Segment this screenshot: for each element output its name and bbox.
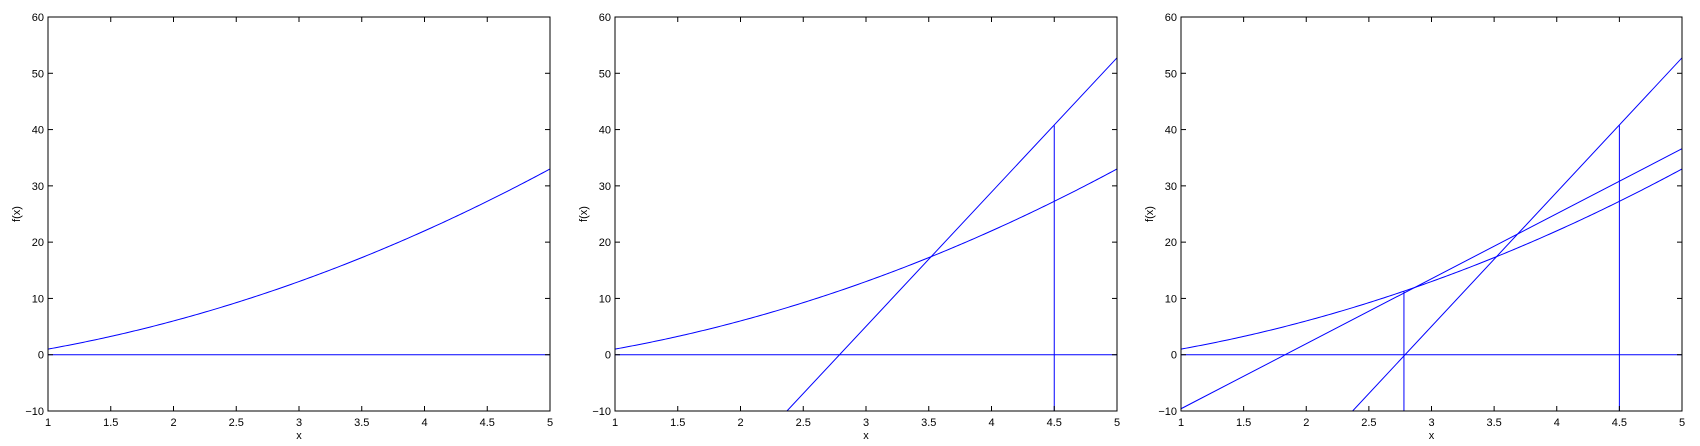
y-tick-label: −10	[1158, 406, 1177, 418]
x-axis-label: x	[296, 430, 302, 442]
x-tick-label: 4.5	[480, 417, 495, 429]
x-tick-label: 1	[45, 417, 51, 429]
axes-frame	[1180, 16, 1683, 412]
x-tick-label: 1.5	[1236, 417, 1251, 429]
axes-frame	[47, 16, 551, 412]
y-tick-label: 10	[599, 293, 611, 305]
series-group	[615, 57, 1117, 411]
x-tick-label: 3.5	[921, 417, 936, 429]
y-tick-label: −10	[592, 406, 611, 418]
y-tick-label: 20	[1165, 237, 1177, 249]
x-tick-label: 4.5	[1047, 417, 1062, 429]
y-tick-label: 30	[599, 181, 611, 193]
y-tick-label: 10	[1165, 293, 1177, 305]
axes-frame	[614, 16, 1118, 412]
plot-panel-1: 1 1.5 2 2.5 3 3.5 4 4.5 5 −10 0 10 20 30 40 50 60 x f(x)	[11, 12, 553, 442]
x-tick-label: 4.5	[1612, 417, 1627, 429]
x-tick-label: 5	[1679, 417, 1685, 429]
y-tick-label: 20	[599, 237, 611, 249]
x-tick-label: 2	[170, 417, 176, 429]
x-tick-label: 1	[612, 417, 618, 429]
tangent-line	[786, 57, 1117, 411]
y-tick-label: 60	[599, 12, 611, 24]
y-tick-label: 10	[32, 293, 44, 305]
y-tick-label: 60	[32, 12, 44, 24]
x-tick-label: 2.5	[1361, 417, 1376, 429]
y-tick-label: 0	[1171, 350, 1177, 362]
x-tick-label: 3	[1428, 417, 1434, 429]
x-tick-label: 5	[547, 417, 553, 429]
function-curve	[1181, 168, 1682, 350]
tangent-line	[1181, 148, 1682, 410]
series-group	[48, 168, 550, 356]
y-axis-label: f(x)	[578, 206, 590, 222]
y-tick-label: 50	[32, 68, 44, 80]
y-axis-label: f(x)	[11, 206, 23, 222]
x-tick-label: 1.5	[670, 417, 685, 429]
x-tick-label: 2	[1303, 417, 1309, 429]
x-tick-label: 2.5	[229, 417, 244, 429]
function-curve	[615, 168, 1117, 350]
x-tick-label: 2.5	[796, 417, 811, 429]
y-tick-label: 0	[605, 350, 611, 362]
function-curve	[48, 168, 550, 350]
series-group	[1181, 57, 1682, 411]
x-tick-label: 4	[1554, 417, 1560, 429]
x-tick-label: 2	[737, 417, 743, 429]
plot-panel-2: 1 1.5 2 2.5 3 3.5 4 4.5 5 −10 0 10 20 30 40 50 60 x f(x)	[578, 12, 1120, 442]
y-tick-label: 60	[1165, 12, 1177, 24]
x-tick-label: 4	[988, 417, 994, 429]
x-tick-label: 3.5	[1486, 417, 1501, 429]
x-tick-label: 3	[863, 417, 869, 429]
x-tick-label: 5	[1114, 417, 1120, 429]
y-tick-label: 50	[1165, 68, 1177, 80]
x-tick-label: 4	[421, 417, 427, 429]
y-tick-label: 30	[1165, 181, 1177, 193]
x-tick-label: 1	[1178, 417, 1184, 429]
plot-panel-3: 1 1.5 2 2.5 3 3.5 4 4.5 5 −10 0 10 20 30 40 50 60 x f(x)	[1144, 12, 1685, 442]
y-tick-label: 50	[599, 68, 611, 80]
y-tick-label: 20	[32, 237, 44, 249]
y-tick-label: 30	[32, 181, 44, 193]
x-tick-label: 3	[296, 417, 302, 429]
y-tick-label: 40	[32, 125, 44, 137]
x-tick-label: 3.5	[354, 417, 369, 429]
x-axis-label: x	[863, 430, 869, 442]
x-axis-label: x	[1429, 430, 1435, 442]
y-axis-label: f(x)	[1144, 206, 1156, 222]
y-tick-label: 40	[599, 125, 611, 137]
x-tick-label: 1.5	[103, 417, 118, 429]
y-tick-label: −10	[25, 406, 44, 418]
y-tick-label: 40	[1165, 125, 1177, 137]
y-tick-label: 0	[38, 350, 44, 362]
